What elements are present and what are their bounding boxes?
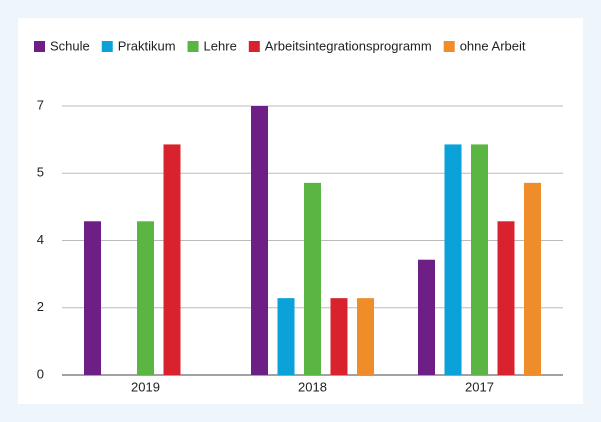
bar (418, 259, 435, 375)
bar (497, 221, 515, 375)
bar (444, 144, 462, 375)
bar (524, 182, 541, 375)
y-tick-label: 5 (37, 165, 44, 180)
y-tick-label: 7 (37, 97, 44, 112)
bar (251, 106, 268, 375)
y-tick-label: 0 (37, 366, 44, 381)
bar (163, 144, 181, 375)
legend-swatch (248, 41, 260, 52)
bar (357, 298, 374, 375)
bar (330, 298, 348, 375)
bar (471, 144, 488, 375)
panel (18, 18, 583, 404)
x-tick-label: 2017 (465, 379, 494, 394)
y-tick-label: 4 (37, 232, 44, 247)
legend-swatch (443, 41, 455, 52)
bar (277, 298, 295, 375)
legend-swatch (187, 41, 199, 52)
bar (304, 182, 321, 375)
bar (84, 221, 101, 375)
x-tick-label: 2018 (298, 379, 327, 394)
x-tick-label: 2019 (131, 379, 160, 394)
legend-label: Schule (50, 38, 90, 53)
legend-label: Praktikum (118, 38, 176, 53)
legend-label: Arbeitsintegrationsprogramm (265, 38, 432, 53)
legend-swatch (34, 41, 45, 52)
legend-swatch (101, 41, 113, 52)
legend-label: ohne Arbeit (460, 38, 526, 53)
y-tick-label: 2 (37, 299, 44, 314)
bar (137, 221, 154, 375)
legend-label: Lehre (204, 38, 237, 53)
